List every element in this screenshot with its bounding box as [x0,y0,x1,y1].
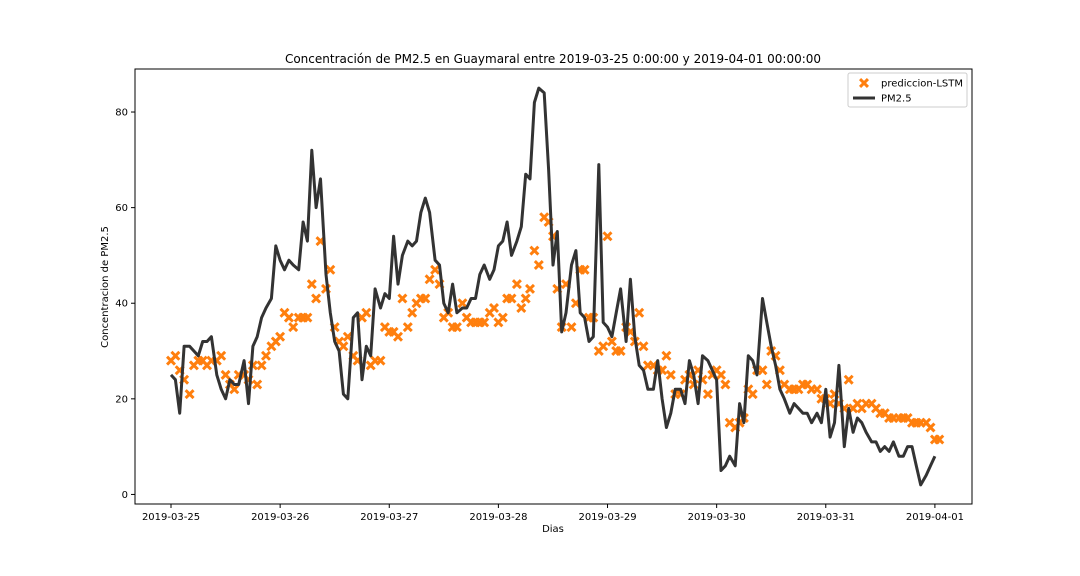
prediction-point [338,341,349,352]
y-tick-label: 60 [115,203,128,214]
prediction-point [216,350,227,361]
x-tick-label: 2019-04-01 [906,512,964,523]
prediction-point [661,350,672,361]
prediction-point [451,322,462,333]
prediction-point [747,389,758,400]
prediction-point [184,389,195,400]
prediction-point [261,350,271,361]
prediction-point [533,260,544,270]
prediction-point [479,317,490,328]
y-axis-label: Concentracion de PM2.5 [100,226,111,348]
prediction-point [579,264,590,275]
prediction-point [529,245,540,256]
axes: 2019-03-25 2019-03-26 2019-03-27 2019-03-28… [115,68,973,523]
prediction-point [566,322,577,333]
prediction-point [716,369,726,380]
prediction-point [843,374,854,385]
prediction-point [720,379,731,390]
y-tick-label: 80 [115,108,128,119]
prediction-point [252,379,263,390]
prediction-point [615,346,626,356]
prediction-point [457,298,468,309]
prediction-point [516,303,527,313]
legend-marker-prediction [859,78,869,88]
prediction-point [606,336,617,347]
plot-frame [134,68,973,505]
legend-label: prediccion-LSTM [881,79,963,90]
prediction-point [420,293,431,304]
prediction-point [925,422,936,433]
prediction-point [497,312,508,323]
prediction-point [638,341,649,352]
prediction-point [511,279,522,290]
prediction-point [361,307,372,318]
legend: prediccion-LSTM PM2.5 [847,72,968,108]
x-tick-label: 2019-03-30 [688,512,746,523]
prediction-point [229,384,240,395]
prediction-point [283,312,294,323]
prediction-point [934,434,945,445]
prediction-point [520,293,531,304]
prediction-point [665,369,676,380]
legend-box [847,72,968,108]
prediction-point [288,322,299,333]
y-tick-label: 40 [115,299,128,310]
prediction-point [302,312,313,323]
prediction-point [393,331,403,342]
prediction-point [812,384,822,395]
pm25-line [169,86,937,487]
prediction-point [761,379,772,390]
prediction-point [342,331,353,342]
prediction-point [598,341,609,352]
x-tick-label: 2019-03-26 [251,512,309,523]
y-tick-label: 20 [115,394,128,405]
prediction-point [506,293,517,304]
prediction-point [430,264,441,275]
x-tick-label: 2019-03-28 [469,512,527,523]
prediction-point [256,360,267,371]
prediction-point [375,355,386,366]
prediction-point [525,283,535,294]
y-tick-label: 0 [122,490,128,501]
plot-area [166,86,945,487]
x-axis-label: Dias [542,524,564,535]
prediction-point [702,389,713,400]
legend-label: PM2.5 [881,94,912,105]
chart-title: Concentración de PM2.5 en Guaymaral entr… [285,52,821,66]
prediction-point [170,350,181,361]
prediction-point [489,303,499,313]
prediction-point [634,307,645,318]
prediction-point [602,231,613,242]
prediction-point [275,331,286,342]
x-tick-label: 2019-03-27 [360,512,418,523]
prediction-point [220,369,231,380]
prediction-point [311,293,322,304]
x-tick-label: 2019-03-31 [797,512,855,523]
prediction-point [397,293,408,304]
prediction-point [402,322,413,333]
prediction-point [757,365,768,376]
prediction-point [407,307,418,318]
prediction-point [306,279,317,290]
x-tick-label: 2019-03-29 [578,512,636,523]
prediction-point [424,274,435,285]
prediction-point [325,264,336,275]
x-tick-label: 2019-03-25 [142,512,200,523]
